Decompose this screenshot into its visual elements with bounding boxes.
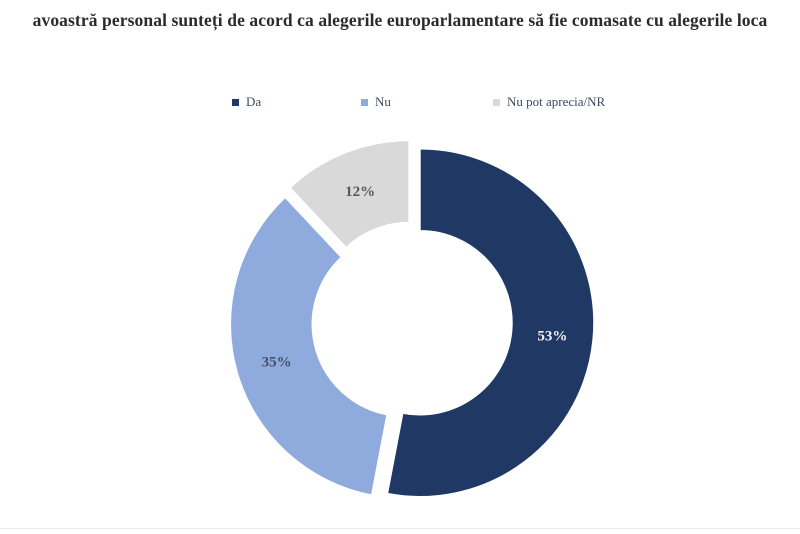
bottom-divider bbox=[0, 528, 800, 529]
legend-label-nu: Nu bbox=[375, 94, 391, 109]
legend-marker-da-icon bbox=[232, 98, 239, 106]
legend-label-da: Da bbox=[246, 94, 262, 109]
legend-item-nu: Nu bbox=[361, 94, 391, 110]
donut-slice-nu-pot-aprecia-nr bbox=[288, 139, 410, 249]
slice-label-nu-pot-aprecia-nr: 12% bbox=[345, 184, 375, 200]
legend-item-da: Da bbox=[232, 94, 261, 110]
slice-label-nu: 35% bbox=[262, 354, 292, 370]
donut-slice-da bbox=[386, 147, 595, 498]
donut-slice-nu bbox=[229, 196, 388, 497]
legend-marker-nu-pot-aprecia-nr-icon bbox=[493, 98, 500, 106]
slice-label-da: 53% bbox=[537, 328, 567, 344]
chart-legend: Da Nu Nu pot aprecia/NR bbox=[0, 94, 800, 112]
legend-marker-nu-icon bbox=[361, 98, 368, 106]
legend-label-nu-pot-aprecia-nr: Nu pot aprecia/NR bbox=[507, 94, 606, 109]
chart-title: avoastră personal sunteți de acord ca al… bbox=[32, 10, 768, 30]
legend-item-nu-pot-aprecia-nr: Nu pot aprecia/NR bbox=[493, 94, 605, 110]
